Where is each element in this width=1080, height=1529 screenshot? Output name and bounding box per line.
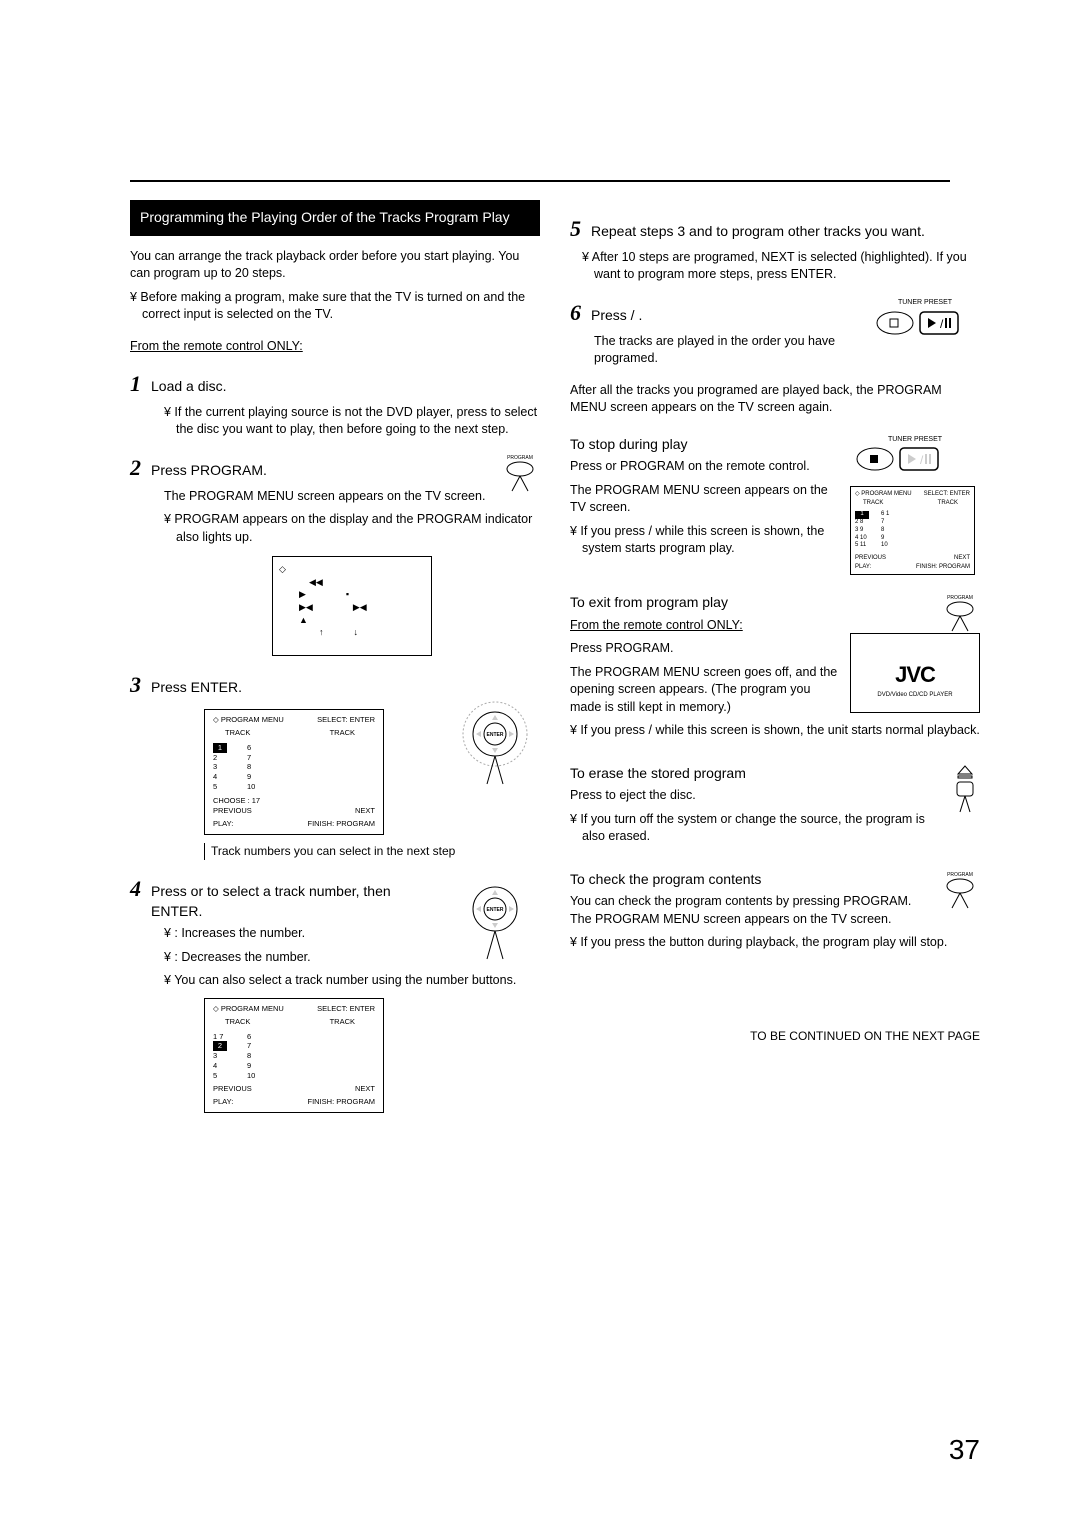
- continued-label: TO BE CONTINUED ON THE NEXT PAGE: [570, 1028, 980, 1045]
- step-2: 2 Press PROGRAM.: [130, 453, 494, 484]
- step-body-bullet: ¥ PROGRAM appears on the display and the…: [164, 511, 540, 546]
- step-body: The PROGRAM MENU screen appears on the T…: [164, 488, 540, 506]
- subheading: To check the program contents: [570, 870, 980, 890]
- enter-label: ENTER: [487, 907, 504, 913]
- svg-text:/: /: [940, 317, 944, 331]
- menu-col: 6 7 8 9 10: [247, 1032, 255, 1081]
- page-number: 37: [949, 1430, 980, 1469]
- step-title: Load a disc.: [151, 377, 227, 397]
- jvc-logo: JVC: [851, 660, 979, 691]
- section-header: Programming the Playing Order of the Tra…: [130, 200, 540, 236]
- step-body: ¥ After 10 steps are programed, NEXT is …: [570, 249, 980, 284]
- step-4: 4 Press or to select a track number, the…: [130, 874, 444, 921]
- menu-col: 1 2 3 4 5: [213, 743, 227, 792]
- step-number: 3: [130, 670, 141, 701]
- program-menu-screen: ◇ PROGRAM MENUSELECT: ENTER TRACKTRACK 1…: [204, 709, 384, 835]
- menu-col: 6 7 8 9 10: [247, 743, 255, 792]
- step-title: Press ENTER.: [151, 678, 242, 698]
- menu-caption: Track numbers you can select in the next…: [204, 843, 540, 860]
- enter-label: ENTER: [487, 732, 504, 738]
- body-bullet: ¥ If you turn off the system or change t…: [570, 811, 980, 846]
- svg-text:PROGRAM: PROGRAM: [947, 872, 973, 878]
- jvc-screen: JVC DVD/Video CD/CD PLAYER: [850, 633, 980, 713]
- step-number: 4: [130, 874, 141, 905]
- step-6: 6 Press / .: [570, 298, 864, 329]
- step-number: 2: [130, 453, 141, 484]
- step-5: 5 Repeat steps 3 and to program other tr…: [570, 214, 980, 245]
- intro-text: You can arrange the track playback order…: [130, 248, 540, 283]
- enter-pad-icon: ENTER: [450, 699, 540, 789]
- top-rule: [130, 180, 950, 182]
- play-buttons-icon: TUNER PRESET /: [870, 298, 980, 348]
- program-button-icon: PROGRAM: [940, 870, 980, 910]
- step-title: Press PROGRAM.: [151, 461, 267, 481]
- eject-icon: [950, 764, 980, 814]
- program-label: PROGRAM: [507, 455, 533, 461]
- step-body: ¥ If the current playing source is not t…: [164, 404, 540, 439]
- remote-only-label: From the remote control ONLY:: [130, 338, 540, 356]
- step-title: Press / .: [591, 306, 642, 326]
- program-menu-screen-2: ◇ PROGRAM MENUSELECT: ENTER TRACKTRACK 1…: [204, 998, 384, 1114]
- program-button-icon: PROGRAM: [500, 453, 540, 493]
- right-column: 5 Repeat steps 3 and to program other tr…: [570, 200, 980, 1121]
- stop-figure: TUNER PRESET / ◇ PROGRAM MENUSELECT: ENT…: [850, 435, 980, 575]
- subheading: To erase the stored program: [570, 764, 980, 784]
- menu-col: 1 7 2 3 4 5: [213, 1032, 227, 1081]
- step-bullet: ¥ You can also select a track number usi…: [164, 972, 540, 990]
- step-1: 1 Load a disc.: [130, 369, 540, 400]
- step-title: Press or to select a track number, then …: [151, 882, 444, 921]
- mini-menu: ◇ PROGRAM MENUSELECT: ENTER TRACKTRACK 1…: [850, 486, 975, 575]
- after-text: After all the tracks you programed are p…: [570, 382, 980, 417]
- svg-text:PROGRAM: PROGRAM: [947, 595, 973, 601]
- svg-text:/: /: [920, 453, 924, 467]
- intro-bullet: ¥ Before making a program, make sure tha…: [130, 289, 540, 324]
- remote-diagram: ◇ ◀◀ ▶▪ ▶◀▶◀ ▲ ↑↓: [272, 556, 432, 656]
- left-column: Programming the Playing Order of the Tra…: [130, 200, 540, 1121]
- body-text: You can check the program contents by pr…: [570, 893, 980, 928]
- step-number: 6: [570, 298, 581, 329]
- exit-figure: PROGRAM JVC DVD/Video CD/CD PLAYER: [850, 593, 980, 713]
- two-column-layout: Programming the Playing Order of the Tra…: [130, 200, 980, 1121]
- step-3: 3 Press ENTER.: [130, 670, 540, 701]
- body-bullet: ¥ If you press the button during playbac…: [570, 934, 980, 952]
- body-text: Press to eject the disc.: [570, 787, 980, 805]
- enter-pad-icon: ENTER: [450, 874, 540, 964]
- step-title: Repeat steps 3 and to program other trac…: [591, 222, 925, 242]
- step-number: 5: [570, 214, 581, 245]
- jvc-subtitle: DVD/Video CD/CD PLAYER: [851, 691, 979, 699]
- body-bullet: ¥ If you press / while this screen is sh…: [570, 722, 980, 740]
- step-number: 1: [130, 369, 141, 400]
